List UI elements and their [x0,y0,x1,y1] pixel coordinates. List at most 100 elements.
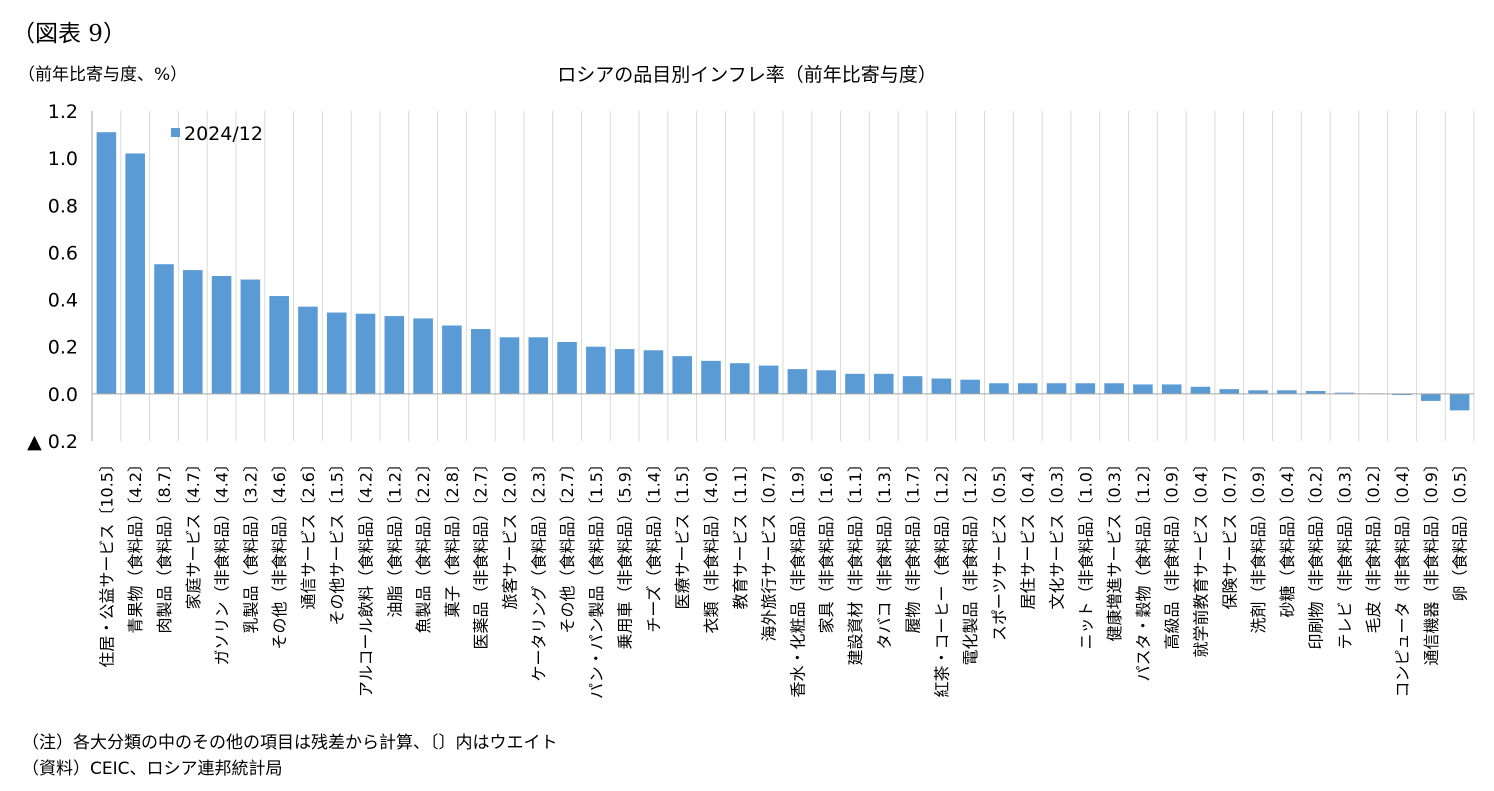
x-tick-label: 菓子（食料品）〔2.8〕 [443,456,462,617]
x-tick-label: 健康増進サービス〔0.3〕 [1105,456,1124,641]
x-tick-label: 電化製品（非食料品）〔1.2〕 [961,456,980,665]
x-tick-label: 青果物（食料品）〔4.2〕 [126,456,145,633]
x-tick-label: スポーツサービス〔0.5〕 [990,456,1009,641]
bar [240,279,261,394]
x-tick-label: 卵（食料品）〔0.5〕 [1451,456,1470,601]
y-tick-label: ▲ 0.2 [27,431,78,453]
x-tick-label: 医薬品（非食料品）〔2.7〕 [472,456,491,649]
bar [384,316,405,394]
bar [442,325,462,394]
x-tick-labels: 住居・公益サービス〔10.5〕 青果物（食料品）〔4.2〕 肉製品（食料品）〔8.7… [97,456,1469,699]
x-tick-label: 毛皮（非食料品）〔0.2〕 [1364,456,1383,633]
unit-label: （前年比寄与度、%） [18,65,188,85]
y-tick-label: 0.8 [48,195,78,217]
bar [1075,383,1096,394]
x-tick-label: その他（非食料品）〔4.6〕 [270,456,289,649]
bar [1104,383,1124,394]
y-tick-label: 0.6 [48,242,78,264]
y-tick-label: 1.0 [48,148,78,170]
bar [701,360,721,394]
y-tick-label: 0.0 [48,384,78,406]
bar-chart: 1.2 1.0 0.8 0.6 0.4 0.2 0.0 ▲ 0.2 住居・公益サービス〔10.… [27,101,1475,699]
bar [298,306,318,394]
x-tick-label: テレビ（非食料品）〔0.3〕 [1335,456,1354,649]
bar [787,369,808,394]
bar [758,365,779,394]
x-tick-label: 油脂（食料品）〔1.2〕 [385,456,404,617]
bar [1334,392,1355,394]
bar [730,363,750,394]
x-tick-label: ケータリング（食料品）〔2.3〕 [529,456,548,681]
bar [499,337,520,394]
bar [1161,384,1182,394]
x-tick-label: パン・パン製品（食料品）〔1.5〕 [587,456,606,699]
x-tick-label: 家具（非食料品）〔1.6〕 [817,456,836,633]
bar [1133,384,1153,394]
x-tick-label: 海外旅行サービス〔0.7〕 [760,456,779,641]
y-tick-labels: 1.2 1.0 0.8 0.6 0.4 0.2 0.0 ▲ 0.2 [27,101,78,453]
bars [96,132,1470,411]
bar [211,276,232,394]
bar [1305,391,1326,394]
x-tick-label: 魚製品（食料品）〔2.2〕 [414,456,433,633]
figure-label: （図表 9） [12,21,126,47]
bar [643,350,664,394]
bar [470,329,491,394]
x-tick-label: ガソリン（非食料品）〔4.4〕 [213,456,232,665]
bar [1248,390,1268,394]
x-tick-label: 印刷物（非食料品）〔0.2〕 [1307,456,1326,649]
x-tick-label: 通信機器（非食料品）〔0.9〕 [1422,456,1441,665]
x-tick-label: 保険サービス〔0.7〕 [1220,456,1239,609]
x-tick-label: 乳製品（食料品）〔3.2〕 [241,456,260,633]
y-tick-label: 1.2 [48,101,78,123]
x-tick-label: 居住サービス〔0.4〕 [1019,456,1038,609]
bar [902,376,923,394]
bar [1190,386,1211,394]
bar [1392,393,1412,396]
bar [931,378,952,394]
bar [96,132,117,394]
bar [1046,383,1067,394]
bar [1449,393,1470,411]
bar [614,349,635,394]
bar [125,153,145,394]
bar [269,296,289,394]
x-tick-label: 高級品（非食料品）〔0.9〕 [1163,456,1182,649]
x-tick-label: 肉製品（食料品）〔8.7〕 [155,456,174,633]
axes [91,111,1474,441]
x-tick-label: 文化サービス〔0.3〕 [1048,456,1067,609]
note-text: （注）各大分類の中のその他の項目は残差から計算、〔〕内はウエイト [22,733,558,753]
bar [355,313,376,394]
x-tick-label: その他サービス〔1.5〕 [328,456,347,625]
chart-title: ロシアの品目別インフレ率（前年比寄与度） [557,64,937,86]
legend-swatch [171,128,180,137]
bar [586,346,606,394]
x-tick-label: ニット（非食料品）〔1.0〕 [1076,456,1095,649]
bar [989,383,1009,394]
bar [1017,383,1038,394]
bar [182,270,203,394]
bar [1421,393,1441,401]
x-tick-label: 乗用車（非食料品）〔5.9〕 [616,456,635,649]
bar [845,373,865,394]
x-tick-label: タバコ（非食料品）〔1.3〕 [875,456,894,649]
x-tick-label: コンピュータ（非食料品）〔0.4〕 [1393,456,1412,697]
x-tick-label: 就学前教育サービス〔0.4〕 [1192,456,1211,657]
x-tick-label: 衣類（非食料品）〔4.0〕 [702,456,721,633]
x-tick-label: 洗剤（非食料品）〔0.9〕 [1249,456,1268,633]
x-tick-label: 履物（非食料品）〔1.7〕 [904,456,923,633]
x-tick-label: 旅客サービス〔2.0〕 [501,456,520,609]
bar [873,373,894,394]
bar [1277,390,1297,394]
x-tick-label: 家庭サービス〔4.7〕 [184,456,203,609]
bar [672,356,693,394]
bar [154,264,174,394]
x-tick-label: パスタ・穀物（食料品）〔1.2〕 [1134,456,1153,681]
y-tick-label: 0.4 [48,290,78,312]
x-tick-label: 紅茶・コーヒー（食料品）〔1.2〕 [932,456,951,697]
x-tick-label: 通信サービス〔2.6〕 [299,456,318,609]
bar [413,318,433,394]
bar [960,379,980,394]
legend-label: 2024/12 [184,123,263,145]
bar [816,370,836,394]
